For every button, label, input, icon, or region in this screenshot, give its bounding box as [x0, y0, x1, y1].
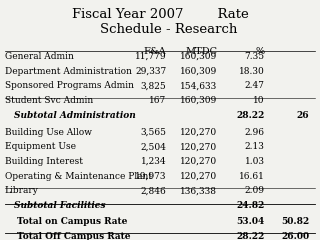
Text: 2,846: 2,846 — [140, 186, 166, 195]
Text: 160,309: 160,309 — [180, 96, 217, 105]
Text: F&A: F&A — [144, 47, 166, 56]
Text: 1,234: 1,234 — [141, 157, 166, 166]
Text: Operating & Maintenance Plant: Operating & Maintenance Plant — [4, 172, 152, 180]
Text: Sponsored Programs Admin: Sponsored Programs Admin — [4, 81, 133, 90]
Text: Equipment Use: Equipment Use — [4, 142, 76, 151]
Text: 28.22: 28.22 — [236, 111, 265, 120]
Text: 2.96: 2.96 — [245, 128, 265, 137]
Text: MTDC: MTDC — [185, 47, 217, 56]
Text: 7.35: 7.35 — [244, 52, 265, 61]
Text: Subtotal Administration: Subtotal Administration — [14, 111, 136, 120]
Text: 24.82: 24.82 — [236, 201, 265, 210]
Text: Total Off Campus Rate: Total Off Campus Rate — [17, 232, 131, 240]
Text: 18.30: 18.30 — [239, 67, 265, 76]
Text: 120,270: 120,270 — [180, 128, 217, 137]
Text: 120,270: 120,270 — [180, 172, 217, 180]
Text: 154,633: 154,633 — [180, 81, 217, 90]
Text: 136,338: 136,338 — [180, 186, 217, 195]
Text: 29,337: 29,337 — [135, 67, 166, 76]
Text: 3,565: 3,565 — [140, 128, 166, 137]
Text: 10: 10 — [253, 96, 265, 105]
Text: 26: 26 — [296, 111, 309, 120]
Text: 2.09: 2.09 — [245, 186, 265, 195]
Text: 1.03: 1.03 — [245, 157, 265, 166]
Text: Department Administration: Department Administration — [4, 67, 132, 76]
Text: 16.61: 16.61 — [239, 172, 265, 180]
Text: 120,270: 120,270 — [180, 157, 217, 166]
Text: 50.82: 50.82 — [281, 217, 309, 226]
Text: Student Svc Admin: Student Svc Admin — [4, 96, 93, 105]
Text: 2.47: 2.47 — [245, 81, 265, 90]
Text: Building Interest: Building Interest — [4, 157, 83, 166]
Text: 2.13: 2.13 — [245, 142, 265, 151]
Text: Library: Library — [4, 186, 38, 195]
Text: 160,309: 160,309 — [180, 52, 217, 61]
Text: 19,973: 19,973 — [135, 172, 166, 180]
Text: General Admin: General Admin — [4, 52, 73, 61]
Text: 160,309: 160,309 — [180, 67, 217, 76]
Text: Fiscal Year 2007        Rate
    Schedule - Research: Fiscal Year 2007 Rate Schedule - Researc… — [72, 8, 248, 36]
Text: Total on Campus Rate: Total on Campus Rate — [17, 217, 128, 226]
Text: 28.22: 28.22 — [236, 232, 265, 240]
Text: 167: 167 — [149, 96, 166, 105]
Text: 11,779: 11,779 — [135, 52, 166, 61]
Text: 120,270: 120,270 — [180, 142, 217, 151]
Text: 2,504: 2,504 — [140, 142, 166, 151]
Text: Building Use Allow: Building Use Allow — [4, 128, 92, 137]
Text: 3,825: 3,825 — [140, 81, 166, 90]
Text: 26.00: 26.00 — [281, 232, 309, 240]
Text: Subtotal Facilities: Subtotal Facilities — [14, 201, 106, 210]
Text: 53.04: 53.04 — [236, 217, 265, 226]
Text: %: % — [256, 47, 265, 56]
